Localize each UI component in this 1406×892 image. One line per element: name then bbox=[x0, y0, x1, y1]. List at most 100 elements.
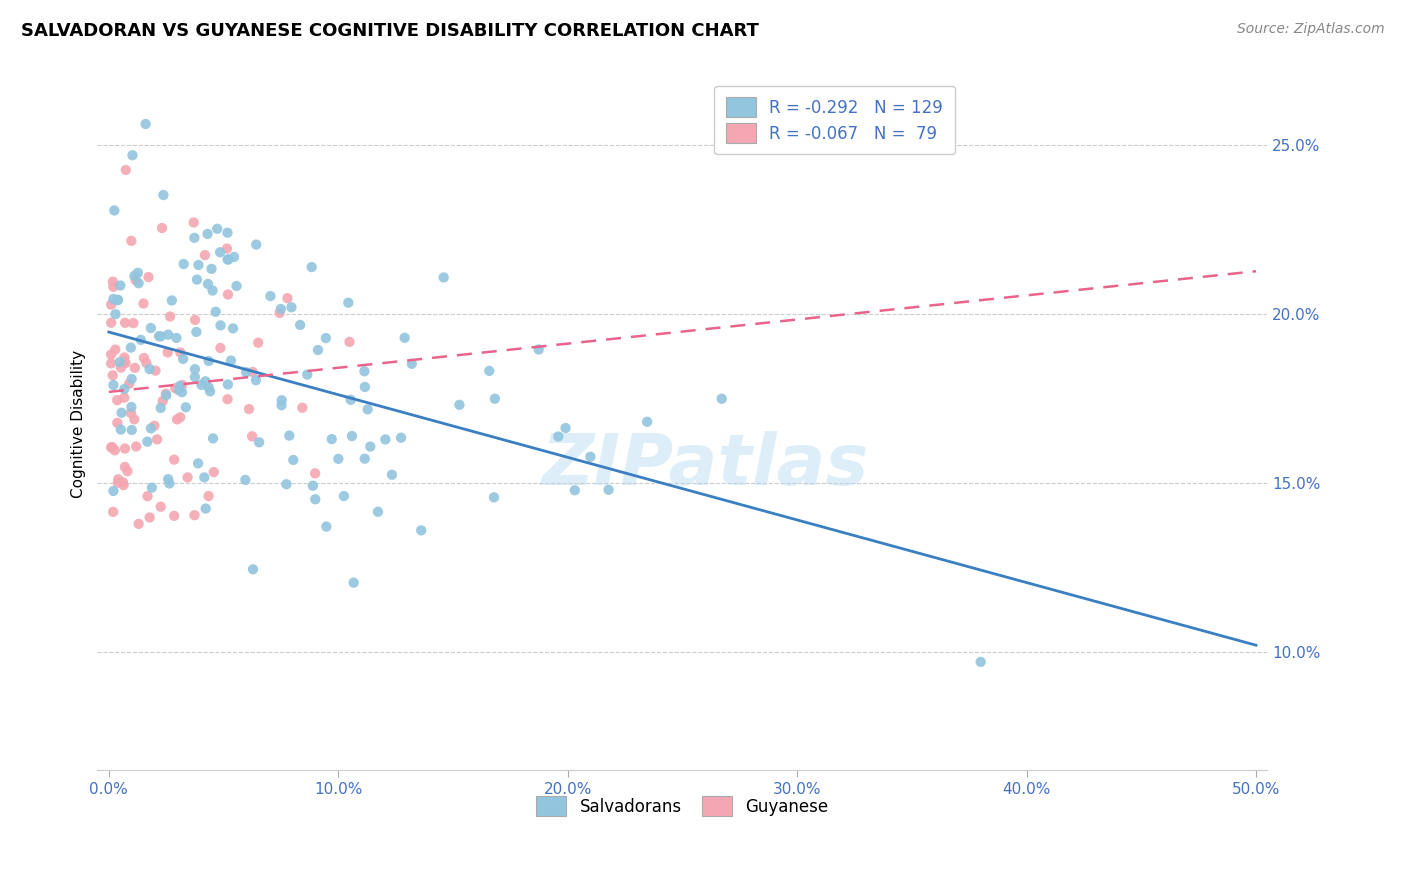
Point bbox=[160, 293, 183, 308]
Point bbox=[169, 410, 191, 425]
Point bbox=[194, 501, 217, 516]
Point bbox=[190, 377, 212, 392]
Point bbox=[484, 392, 506, 406]
Point bbox=[354, 380, 377, 394]
Point bbox=[315, 331, 337, 345]
Point bbox=[172, 351, 194, 366]
Point bbox=[121, 148, 143, 162]
Point bbox=[198, 384, 221, 399]
Point bbox=[176, 470, 198, 484]
Point bbox=[307, 343, 329, 357]
Point bbox=[193, 470, 215, 484]
Point bbox=[321, 432, 343, 446]
Point bbox=[187, 258, 209, 272]
Point bbox=[433, 270, 456, 285]
Point bbox=[217, 252, 239, 267]
Point bbox=[238, 402, 260, 417]
Point bbox=[110, 406, 132, 420]
Point bbox=[547, 429, 569, 443]
Point bbox=[166, 412, 188, 426]
Point bbox=[152, 188, 174, 202]
Point bbox=[138, 510, 160, 524]
Point bbox=[121, 372, 143, 386]
Point bbox=[315, 519, 337, 533]
Point bbox=[100, 441, 122, 455]
Point bbox=[449, 398, 471, 412]
Point bbox=[636, 415, 658, 429]
Point bbox=[136, 489, 159, 503]
Point bbox=[357, 402, 380, 417]
Point bbox=[205, 221, 228, 235]
Point bbox=[155, 386, 177, 401]
Point bbox=[215, 242, 238, 256]
Point bbox=[169, 379, 191, 393]
Point bbox=[108, 355, 131, 369]
Legend: Salvadorans, Guyanese: Salvadorans, Guyanese bbox=[529, 788, 837, 824]
Text: Source: ZipAtlas.com: Source: ZipAtlas.com bbox=[1237, 22, 1385, 37]
Point bbox=[163, 452, 186, 467]
Point bbox=[114, 356, 136, 370]
Point bbox=[242, 562, 264, 576]
Point bbox=[209, 318, 232, 333]
Point bbox=[107, 472, 129, 486]
Point bbox=[186, 272, 208, 286]
Point bbox=[197, 489, 219, 503]
Point bbox=[270, 398, 292, 412]
Point bbox=[280, 300, 302, 314]
Point bbox=[278, 428, 301, 442]
Point bbox=[122, 412, 145, 426]
Point bbox=[183, 231, 205, 245]
Point bbox=[120, 406, 142, 420]
Point bbox=[247, 335, 270, 350]
Point bbox=[136, 434, 159, 449]
Point bbox=[127, 266, 149, 280]
Point bbox=[120, 400, 142, 414]
Point bbox=[194, 248, 217, 262]
Point bbox=[114, 316, 136, 330]
Point bbox=[105, 416, 128, 430]
Point bbox=[143, 418, 166, 433]
Point bbox=[125, 440, 148, 454]
Point bbox=[129, 333, 152, 347]
Point bbox=[184, 313, 207, 327]
Point bbox=[172, 378, 194, 392]
Point bbox=[159, 310, 181, 324]
Point bbox=[132, 351, 155, 365]
Point bbox=[114, 459, 136, 474]
Point bbox=[107, 475, 129, 490]
Point bbox=[259, 289, 281, 303]
Point bbox=[157, 327, 180, 342]
Point bbox=[157, 476, 180, 491]
Point bbox=[100, 347, 122, 361]
Point bbox=[145, 363, 167, 377]
Point bbox=[235, 473, 257, 487]
Point bbox=[138, 362, 160, 376]
Point bbox=[367, 505, 389, 519]
Point bbox=[202, 431, 225, 445]
Point bbox=[128, 277, 150, 291]
Point bbox=[117, 464, 139, 478]
Point bbox=[337, 295, 360, 310]
Point bbox=[710, 392, 733, 406]
Point bbox=[270, 393, 292, 408]
Point bbox=[104, 307, 127, 321]
Point bbox=[340, 429, 363, 443]
Point bbox=[183, 508, 205, 523]
Point bbox=[124, 273, 146, 287]
Point bbox=[411, 524, 433, 538]
Text: SALVADORAN VS GUYANESE COGNITIVE DISABILITY CORRELATION CHART: SALVADORAN VS GUYANESE COGNITIVE DISABIL… bbox=[21, 22, 759, 40]
Point bbox=[110, 360, 132, 375]
Point bbox=[169, 345, 191, 359]
Point bbox=[170, 385, 193, 400]
Point bbox=[157, 472, 180, 486]
Point bbox=[969, 655, 991, 669]
Point bbox=[152, 394, 174, 409]
Point bbox=[554, 421, 576, 435]
Point bbox=[103, 378, 125, 392]
Point bbox=[112, 351, 135, 365]
Point bbox=[288, 318, 311, 332]
Point bbox=[297, 368, 319, 382]
Point bbox=[217, 252, 239, 267]
Text: ZIPatlas: ZIPatlas bbox=[543, 431, 869, 500]
Point bbox=[482, 491, 505, 505]
